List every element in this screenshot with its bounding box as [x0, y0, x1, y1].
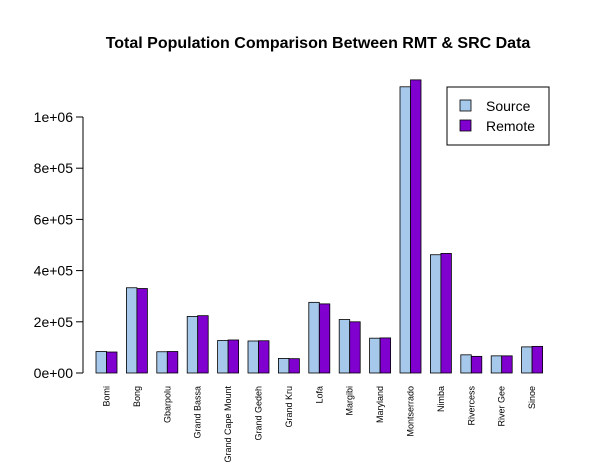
x-tick-label: Grand Gedeh [254, 386, 264, 441]
bar-remote [470, 355, 483, 374]
bar-remote [166, 351, 179, 374]
bar-remote [227, 339, 240, 374]
bar-remote [349, 321, 361, 374]
bar-remote [318, 303, 331, 374]
bar-source [399, 86, 411, 374]
bar-remote [197, 315, 209, 374]
y-tick-label: 1e+06 [34, 109, 74, 125]
x-tick-label: Gbarpolu [162, 386, 172, 423]
bar-remote [136, 288, 148, 374]
bar-source [490, 355, 503, 374]
bar-source [369, 337, 381, 374]
chart-title: Total Population Comparison Between RMT … [106, 35, 531, 52]
bar-remote [501, 355, 513, 374]
bar-remote [258, 340, 270, 374]
bar-source [95, 351, 107, 374]
bar-source [186, 316, 199, 374]
x-tick-label: Bomi [102, 386, 112, 407]
bar-source [156, 351, 168, 374]
legend-label: Source [486, 98, 531, 114]
x-tick-label: Sinoe [527, 386, 537, 409]
x-tick-label: Bong [132, 386, 142, 407]
x-tick-label: Grand Cape Mount [223, 386, 233, 463]
bar-remote [288, 358, 300, 374]
y-axis: 0e+00 2e+05 4e+05 6e+05 8e+05 1e+06 [34, 109, 84, 381]
y-tick-label: 6e+05 [34, 211, 74, 227]
y-tick-label: 2e+05 [34, 314, 74, 330]
bar-source [247, 340, 259, 374]
bar-remote [106, 351, 118, 374]
x-tick-label: Maryland [375, 386, 385, 423]
legend-swatch [459, 119, 472, 132]
x-tick-label: Nimba [436, 386, 446, 412]
bars [95, 79, 543, 374]
bar-remote [440, 253, 452, 374]
bar-remote [379, 337, 392, 374]
legend-label: Remote [486, 118, 535, 134]
legend-box [446, 86, 550, 146]
y-tick-label: 4e+05 [34, 263, 74, 279]
x-tick-label: Grand Bassa [193, 386, 203, 439]
x-tick-label: Rivercess [466, 386, 476, 426]
y-tick-label: 0e+00 [34, 365, 74, 381]
bar-source [521, 346, 533, 374]
x-labels: Bomi Bong Gbarpolu Grand Bassa Grand Cape Mo… [102, 386, 538, 463]
legend-swatch [459, 99, 472, 112]
x-tick-label: Grand Kru [284, 386, 294, 428]
bar-source [429, 254, 442, 374]
x-tick-label: Lofa [314, 386, 324, 404]
bar-source [217, 340, 229, 374]
bar-source [126, 287, 138, 374]
x-tick-label: Margibi [345, 386, 355, 416]
bar-source [308, 301, 320, 374]
x-tick-label: Montserrado [406, 386, 416, 437]
bar-remote [410, 79, 422, 374]
bar-source [277, 358, 290, 374]
legend: Source Remote [446, 86, 550, 146]
bar-source [338, 319, 351, 374]
y-tick-label: 8e+05 [34, 160, 74, 176]
x-tick-label: River Gee [497, 386, 507, 427]
bar-source [460, 354, 472, 374]
bar-remote [531, 345, 543, 374]
